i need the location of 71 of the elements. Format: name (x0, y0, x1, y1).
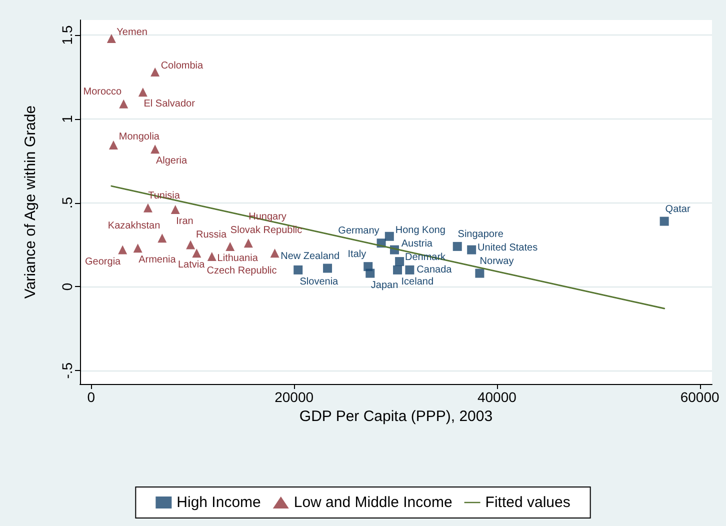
y-tick-label: -.5 (59, 362, 75, 379)
point (323, 264, 332, 273)
annotation: Czech Republic (206, 266, 277, 277)
annotation: Qatar (665, 204, 691, 215)
point (143, 203, 152, 212)
annotation: Morocco (83, 86, 122, 98)
annotation: New Zealand (280, 250, 340, 262)
x-tick-label: 40000 (477, 389, 517, 405)
point (138, 88, 148, 97)
annotation: Iceland (401, 276, 434, 288)
legend-label: Low and Middle Income (294, 494, 452, 511)
x-tick-label: 20000 (274, 389, 314, 405)
point (270, 248, 280, 258)
point (170, 205, 180, 214)
point (366, 268, 375, 278)
annotation: Norway (480, 256, 514, 267)
point (119, 99, 128, 108)
point (207, 252, 216, 262)
annotation: Kazakhstan (108, 220, 160, 232)
annotation: Canada (416, 264, 452, 276)
point (192, 248, 202, 258)
annotation: Italy (348, 249, 366, 260)
point (660, 216, 669, 226)
annotation: Hong Kong (395, 224, 446, 236)
point (106, 34, 116, 43)
annotation: Latvia (178, 260, 206, 271)
point (118, 245, 128, 254)
point (393, 265, 402, 274)
point (226, 242, 235, 251)
annotation: Armenia (138, 254, 176, 266)
point (108, 140, 118, 150)
annotation: Colombia (160, 60, 204, 72)
y-tick-label: 1.5 (59, 25, 75, 45)
point (158, 234, 167, 243)
annotation: Austria (401, 238, 433, 250)
annotation: Russia (196, 229, 228, 240)
point (244, 238, 253, 248)
annotation: Mongolia (118, 131, 160, 142)
annotation: Yemen (116, 26, 148, 38)
annotation: United States (478, 242, 538, 254)
annotation: Singapore (458, 228, 504, 240)
x-tick-label: 60000 (680, 389, 720, 405)
annotation: Slovenia (300, 276, 339, 288)
point (294, 265, 303, 274)
y-tick-label: .5 (59, 196, 75, 209)
annotation: Georgia (85, 256, 122, 268)
x-axis-title: GDP Per Capita (PPP), 2003 (299, 408, 493, 425)
point (384, 232, 394, 241)
annotation: Slovak Republic (230, 224, 302, 236)
y-tick-label: 0 (59, 282, 75, 291)
x-tick-label: 0 (87, 389, 96, 405)
point (395, 257, 404, 266)
point (150, 68, 160, 76)
annotation: Japan (370, 280, 398, 291)
point (133, 244, 142, 253)
annotation: Lithuania (217, 253, 258, 264)
annotation: El Salvador (144, 98, 196, 110)
annotation: Algeria (156, 156, 188, 167)
y-tick-label: 1 (59, 114, 75, 123)
point (186, 240, 196, 250)
point (452, 242, 462, 251)
point (475, 268, 484, 278)
y-axis-title: Variance of Age within Grade (22, 105, 39, 299)
point (405, 265, 414, 274)
annotation: Hungary (248, 212, 286, 223)
point (467, 245, 476, 254)
legend-label: Fitted values (485, 494, 570, 511)
annotation: Iran (176, 216, 194, 228)
annotation: Germany (338, 226, 380, 237)
legend-label: High Income (176, 494, 261, 511)
point (150, 144, 160, 154)
